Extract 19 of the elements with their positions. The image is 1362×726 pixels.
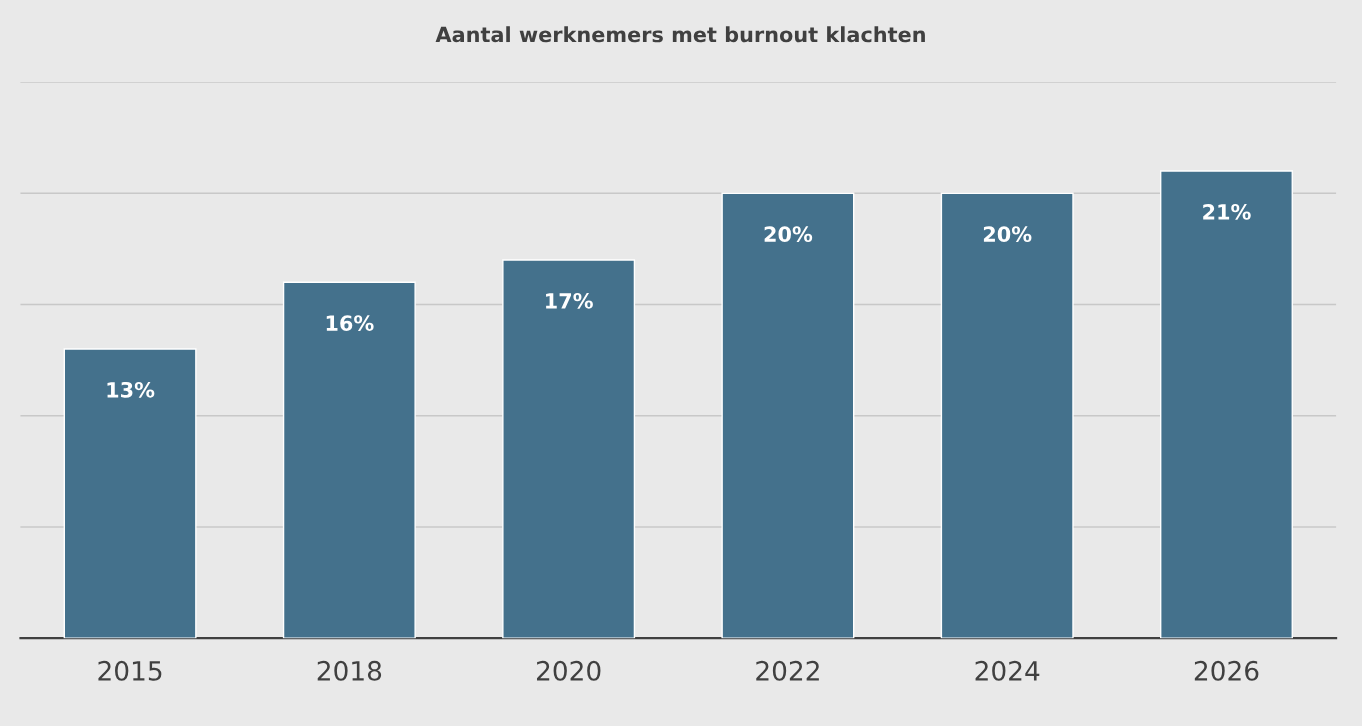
x-tick-label: 2026 xyxy=(1194,660,1259,681)
bar xyxy=(63,348,197,639)
x-tick-label: 2018 xyxy=(317,660,382,681)
data-label: 21% xyxy=(1203,204,1251,220)
bar xyxy=(940,192,1074,639)
x-tick-label: 2024 xyxy=(975,660,1040,681)
bar xyxy=(282,281,416,639)
x-tick-label: 2015 xyxy=(98,660,162,681)
bar xyxy=(721,192,855,639)
data-label: 20% xyxy=(983,226,1032,242)
data-label: 13% xyxy=(107,381,155,398)
data-label: 17% xyxy=(546,292,593,309)
data-label: 20% xyxy=(764,226,813,242)
data-label: 16% xyxy=(326,315,374,331)
chart-title: Aantal werknemers met burnout klachten xyxy=(435,26,925,43)
x-tick-label: 2022 xyxy=(756,660,819,681)
x-tick-label: 2020 xyxy=(536,660,601,681)
bar xyxy=(502,259,636,639)
bar xyxy=(1160,170,1293,639)
